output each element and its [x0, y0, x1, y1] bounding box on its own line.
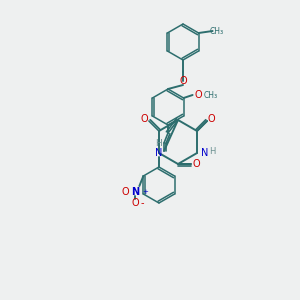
Text: H: H: [156, 139, 162, 148]
Text: O: O: [195, 90, 203, 100]
Text: O: O: [122, 187, 129, 197]
Text: O: O: [140, 114, 148, 124]
Text: N: N: [155, 148, 163, 158]
Text: O: O: [207, 114, 215, 124]
Text: CH₃: CH₃: [203, 91, 218, 100]
Text: N: N: [131, 187, 140, 197]
Text: O: O: [192, 159, 200, 169]
Text: H: H: [209, 146, 215, 155]
Text: O: O: [179, 76, 187, 86]
Text: -: -: [141, 198, 144, 208]
Text: +: +: [142, 189, 148, 195]
Text: CH₃: CH₃: [209, 26, 224, 35]
Text: O: O: [131, 198, 139, 208]
Text: N: N: [201, 148, 209, 158]
